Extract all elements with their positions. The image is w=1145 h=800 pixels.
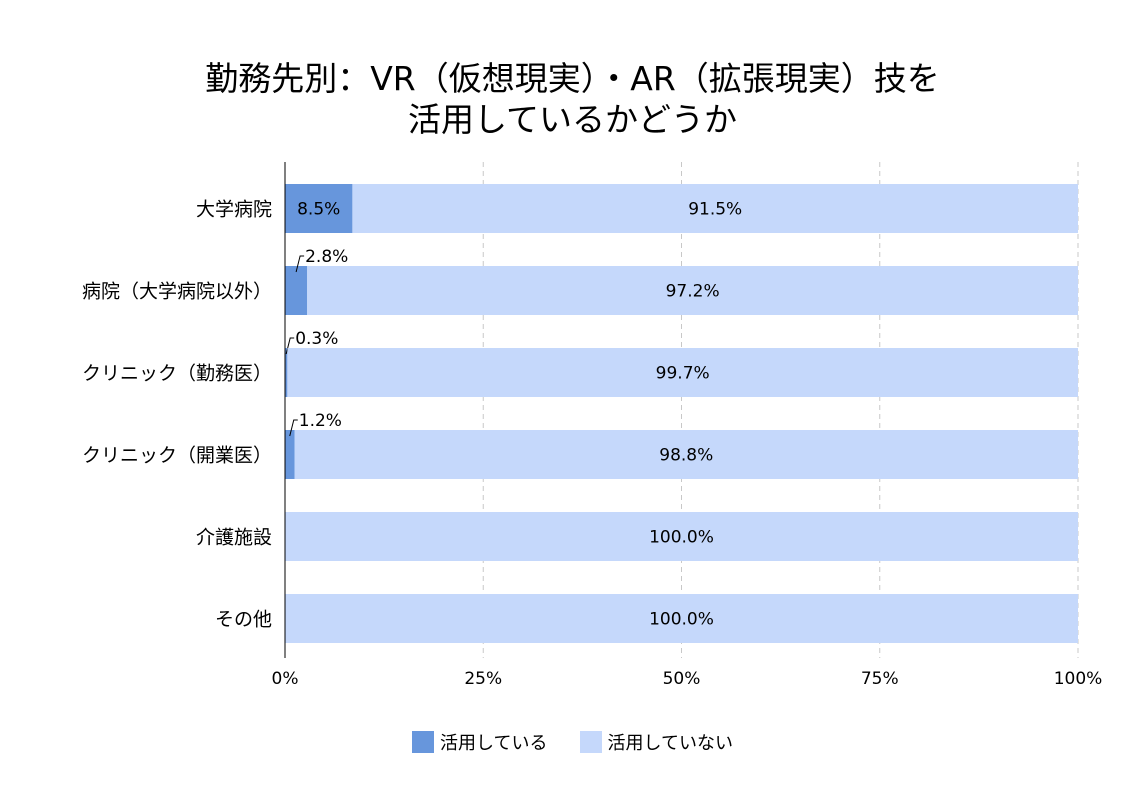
data-label: 98.8% [659,446,713,466]
x-tick-label: 0% [272,669,299,689]
category-label: 病院（大学病院以外） [82,281,272,303]
bar-not-using [285,594,1078,643]
chart-title-line-1: 勤務先別：VR（仮想現実）・AR（拡張現実）技を [205,59,940,98]
x-tick-label: 100% [1054,669,1103,689]
data-label: 100.0% [649,610,714,630]
legend: 活用している 活用していない [0,728,1145,756]
legend-swatch-using [412,731,435,753]
category-label: その他 [215,609,272,631]
data-label: 97.2% [666,282,720,302]
bar-using [285,184,353,233]
category-label: クリニック（開業医） [82,445,272,467]
data-label: 91.5% [688,200,742,220]
category-label: 大学病院 [196,199,272,221]
bar-not-using [294,430,1078,479]
legend-item-using: 活用している [412,729,548,755]
data-label: 0.3% [295,329,338,349]
leader-line [295,255,305,273]
data-label: 100.0% [649,528,714,548]
bar-not-using [307,266,1079,315]
chart-title-line-2: 活用しているかどうか [407,100,737,139]
data-label: 8.5% [297,200,340,220]
bar-not-using [285,512,1078,561]
data-label: 1.2% [299,411,342,431]
leader-line [289,419,298,437]
bar-not-using [287,348,1078,397]
chart-title: 勤務先別：VR（仮想現実）・AR（拡張現実）技を 活用しているかどうか [0,58,1145,140]
x-tick-label: 75% [861,669,899,689]
x-tick-label: 50% [663,669,701,689]
data-label: 2.8% [305,247,348,267]
legend-item-not-using: 活用していない [579,729,733,755]
legend-swatch-not-using [579,731,602,753]
category-label: 介護施設 [196,527,272,549]
x-tick-label: 25% [464,669,502,689]
category-label: クリニック（勤務医） [82,363,272,385]
bar-using [285,266,308,315]
data-label: 99.7% [656,364,710,384]
legend-label-using: 活用している [440,733,548,754]
bar-using [285,430,295,479]
bar-not-using [352,184,1078,233]
bar-using [285,348,288,397]
legend-label-not-using: 活用していない [607,733,733,754]
